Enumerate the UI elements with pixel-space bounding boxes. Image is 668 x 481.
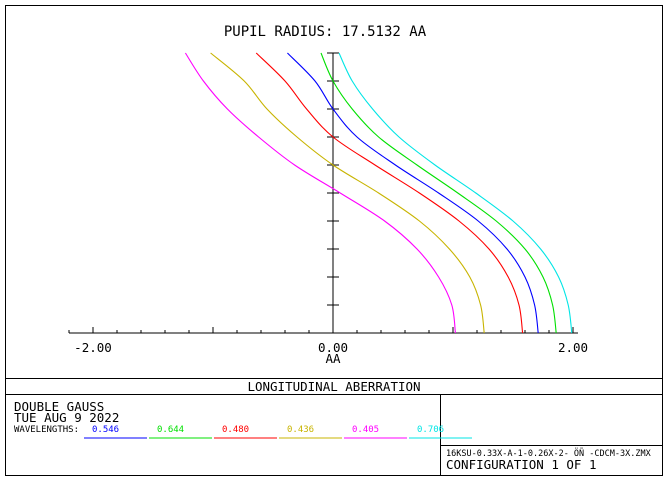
legend-label-0.706: 0.706 xyxy=(417,425,444,435)
legend-label-0.436: 0.436 xyxy=(287,425,314,435)
series-curve-0.480 xyxy=(255,52,524,334)
x-axis-label: AA xyxy=(325,351,341,366)
x-tick-label: -2.00 xyxy=(74,340,112,355)
curves xyxy=(184,52,573,334)
configuration-text: CONFIGURATION 1 OF 1 xyxy=(446,457,597,472)
lens-name: DOUBLE GAUSS xyxy=(14,399,104,414)
legend-label-0.405: 0.405 xyxy=(352,425,379,435)
series-curve-0.706 xyxy=(338,52,573,334)
legend-label-0.546: 0.546 xyxy=(92,425,119,435)
wavelength-legend: 0.546 0.644 0.480 0.436 0.405 0.706 xyxy=(84,425,472,439)
series-curve-0.405 xyxy=(184,52,456,334)
wavelengths-label: WAVELENGTHS: xyxy=(14,425,79,435)
outer-frame xyxy=(5,5,663,476)
x-tick-label: 2.00 xyxy=(558,340,588,355)
legend-label-0.480: 0.480 xyxy=(222,425,249,435)
series-curve-0.546 xyxy=(287,52,539,334)
x-tick-label: 0.00 xyxy=(318,340,348,355)
series-curve-0.644 xyxy=(320,52,557,334)
file-name: 16KSU-0.33X-A-1-0.26X-2- ÖÑ -CDCM-3X.ZMX xyxy=(446,448,652,459)
axes: -2.00 0.00 2.00 AA xyxy=(68,52,588,366)
chart-name: LONGITUDINAL ABERRATION xyxy=(247,379,420,394)
plot-date: TUE AUG 9 2022 xyxy=(14,410,119,425)
chart-title: PUPIL RADIUS: 17.5132 AA xyxy=(224,24,427,40)
series-curve-0.436 xyxy=(210,52,485,334)
legend-label-0.644: 0.644 xyxy=(157,425,184,435)
